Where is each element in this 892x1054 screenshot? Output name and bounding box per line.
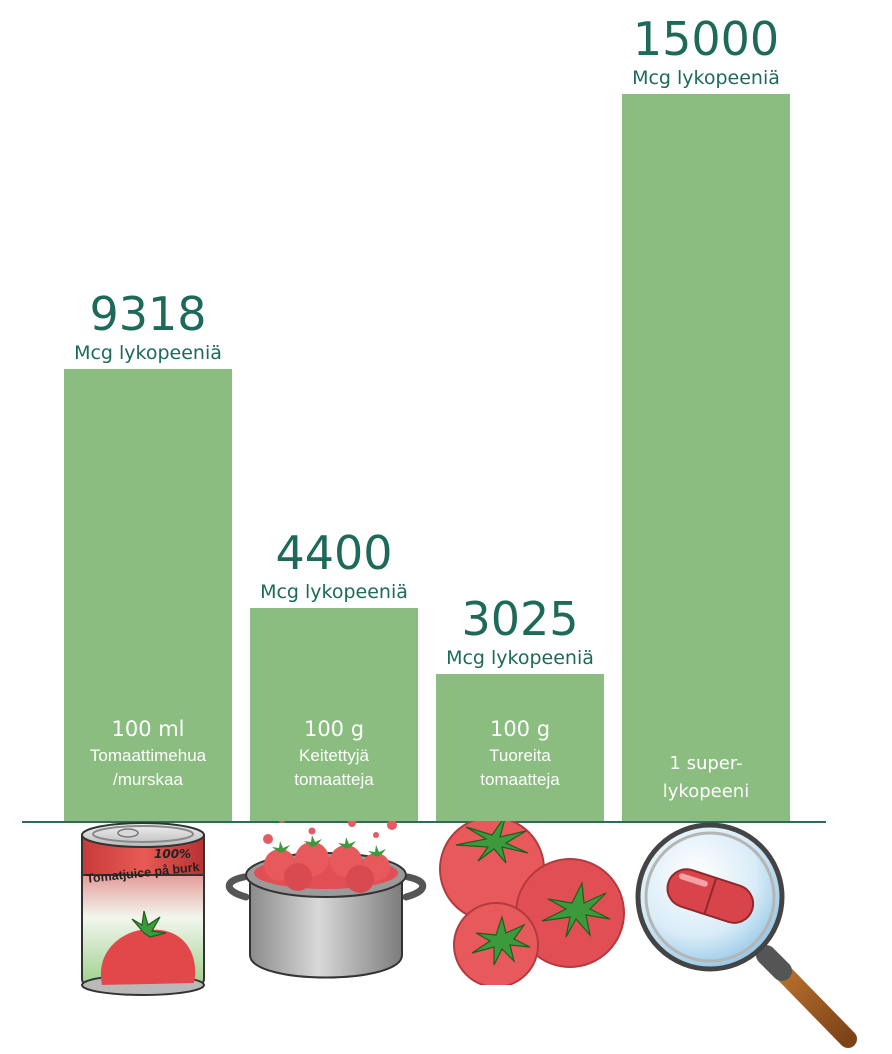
bar-1 [64, 369, 232, 821]
category-text: /murskaa [113, 770, 183, 789]
category-amount: 100 g [303, 717, 365, 741]
category-text: 1 super- [669, 753, 743, 774]
bar-unit-label: Mcg lykopeeniä [446, 647, 594, 669]
bar-value-label: 4400 [275, 526, 393, 580]
category-text: Keitettyjä [299, 746, 369, 765]
bar-2 [250, 608, 418, 821]
category-text: lykopeeni [662, 781, 750, 802]
can-percent-text: 100% [154, 847, 191, 861]
bar-unit-label: Mcg lykopeeniä [74, 342, 222, 364]
category-amount: 100 ml [111, 717, 185, 741]
chart-baseline [22, 821, 826, 823]
category-text: Tomaattimehua [89, 746, 207, 765]
cooking-pot-icon [220, 815, 432, 995]
bar-value-label: 3025 [461, 592, 579, 646]
bar-unit-label: Mcg lykopeeniä [260, 581, 408, 603]
bar-3 [436, 674, 604, 821]
magnifier-capsule-icon [632, 815, 872, 1051]
bar-unit-label: Mcg lykopeeniä [632, 67, 780, 89]
bar-category-label: 1 super-lykopeeni [622, 750, 790, 806]
fresh-tomatoes-icon [430, 815, 630, 985]
bar-value-label: 9318 [89, 287, 207, 341]
bar-value-label: 15000 [632, 12, 780, 66]
category-text: tomaatteja [480, 770, 560, 789]
bar-category-label: 100 g Tuoreita tomaatteja [436, 714, 604, 792]
category-text: tomaatteja [294, 770, 374, 789]
tomato-juice-can-icon: 100% Tomatjuice på burk [72, 815, 214, 997]
category-amount: 100 g [489, 717, 551, 741]
bar-category-label: 100 g Keitettyjä tomaatteja [250, 714, 418, 792]
category-text: Tuoreita [489, 746, 551, 765]
bar-4 [622, 94, 790, 821]
bar-category-label: 100 ml Tomaattimehua/murskaa [64, 714, 232, 792]
